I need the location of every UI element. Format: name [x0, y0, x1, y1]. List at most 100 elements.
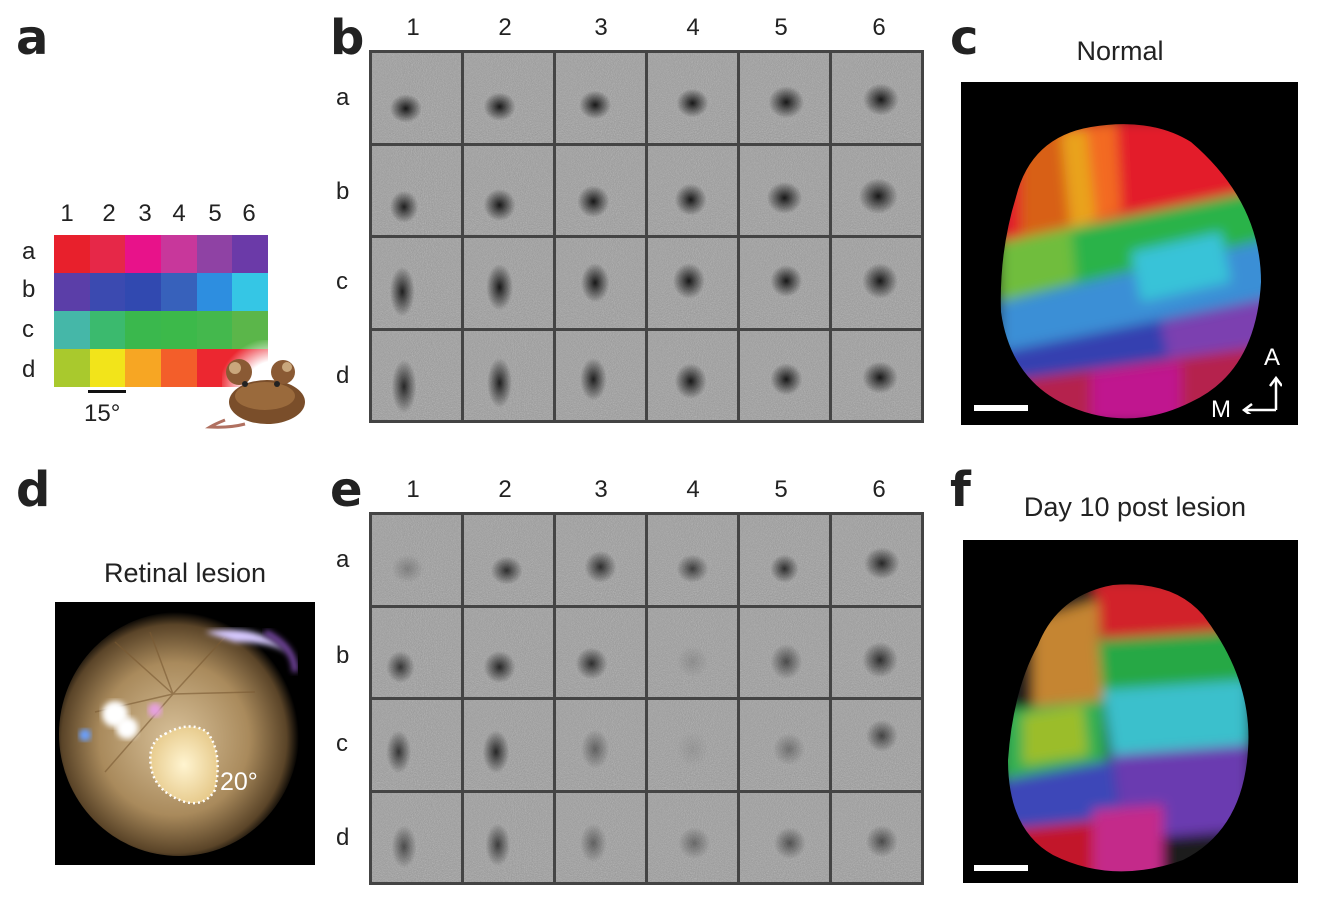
- b-row-label: d: [336, 362, 350, 389]
- a-col-label: 2: [102, 200, 116, 227]
- a-row-label: d: [22, 356, 36, 383]
- scale-bar: [88, 390, 126, 393]
- receptive-field-cell: [832, 238, 921, 328]
- e-row-label: a: [336, 546, 350, 573]
- color-map-cell: [232, 235, 268, 273]
- panel-letter-a: a: [16, 10, 49, 66]
- e-row-label: b: [336, 642, 350, 669]
- e-col-label: 3: [594, 476, 608, 503]
- b-row-label: c: [336, 268, 348, 295]
- e-col-label: 5: [774, 476, 788, 503]
- a-row-label: b: [22, 276, 36, 303]
- a-col-label: 6: [242, 200, 256, 227]
- b-row-label: a: [336, 84, 350, 111]
- receptive-field-cell: [832, 792, 921, 882]
- receptive-field-cell: [464, 330, 553, 420]
- color-map-cell: [232, 273, 268, 311]
- receptive-field-cell: [372, 330, 461, 420]
- b-col-label: 5: [774, 14, 788, 41]
- color-map-cell: [54, 349, 90, 387]
- mouse-icon: [205, 359, 305, 429]
- receptive-field-cell: [464, 700, 553, 790]
- receptive-field-cell: [648, 330, 737, 420]
- lesion-size-label: 20°: [220, 768, 258, 796]
- panel-f-title: Day 10 post lesion: [1023, 492, 1247, 522]
- color-map-cell: [161, 349, 197, 387]
- a-row-label: c: [22, 316, 34, 343]
- color-map-cell: [125, 235, 161, 273]
- color-map-cell: [161, 235, 197, 273]
- receptive-field-cell: [648, 145, 737, 235]
- b-col-label: 2: [498, 14, 512, 41]
- e-col-label: 2: [498, 476, 512, 503]
- receptive-field-cell: [556, 53, 645, 143]
- receptive-field-cell: [832, 515, 921, 605]
- e-col-label: 6: [872, 476, 886, 503]
- e-row-label: d: [336, 824, 350, 851]
- receptive-field-cell: [556, 607, 645, 697]
- scale-bar-label: 15°: [84, 400, 121, 427]
- receptive-field-cell: [832, 607, 921, 697]
- axis-label-medial: M: [1211, 396, 1231, 423]
- receptive-field-cell: [740, 792, 829, 882]
- receptive-field-grid-lesion: [369, 512, 924, 885]
- b-row-label: b: [336, 178, 350, 205]
- receptive-field-grid-normal: [369, 50, 924, 423]
- a-col-label: 3: [138, 200, 152, 227]
- a-col-label: 1: [60, 200, 74, 227]
- color-map-cell: [89, 235, 126, 273]
- panel-letter-f: f: [950, 462, 971, 518]
- receptive-field-cell: [648, 238, 737, 328]
- receptive-field-cell: [648, 53, 737, 143]
- receptive-field-cell: [372, 145, 461, 235]
- receptive-field-cell: [740, 330, 829, 420]
- receptive-field-cell: [740, 700, 829, 790]
- receptive-field-cell: [832, 700, 921, 790]
- receptive-field-cell: [556, 515, 645, 605]
- panel-letter-b: b: [330, 10, 365, 66]
- e-col-label: 1: [406, 476, 420, 503]
- color-map-cell: [125, 349, 161, 387]
- panel-letter-e: e: [330, 462, 363, 518]
- color-map-cell: [89, 273, 126, 311]
- color-map-cell: [89, 311, 126, 349]
- visual-field-color-map: [54, 235, 268, 387]
- orientation-arrow-icon: [1241, 375, 1282, 414]
- receptive-field-cell: [556, 330, 645, 420]
- a-col-label: 4: [172, 200, 186, 227]
- color-map-cell: [161, 311, 197, 349]
- receptive-field-cell: [648, 607, 737, 697]
- color-map-cell: [125, 273, 161, 311]
- receptive-field-cell: [648, 792, 737, 882]
- receptive-field-cell: [372, 515, 461, 605]
- receptive-field-cell: [372, 700, 461, 790]
- receptive-field-cell: [556, 700, 645, 790]
- receptive-field-cell: [464, 238, 553, 328]
- color-map-cell: [54, 311, 90, 349]
- receptive-field-cell: [832, 145, 921, 235]
- fundus-photograph: [55, 602, 315, 865]
- receptive-field-cell: [556, 145, 645, 235]
- receptive-field-cell: [464, 145, 553, 235]
- a-col-label: 5: [208, 200, 222, 227]
- scale-bar: [974, 405, 1028, 411]
- receptive-field-cell: [648, 700, 737, 790]
- receptive-field-cell: [740, 145, 829, 235]
- receptive-field-cell: [556, 238, 645, 328]
- receptive-field-cell: [740, 607, 829, 697]
- b-col-label: 4: [686, 14, 700, 41]
- receptive-field-cell: [556, 792, 645, 882]
- receptive-field-cell: [464, 53, 553, 143]
- b-col-label: 3: [594, 14, 608, 41]
- receptive-field-cell: [740, 515, 829, 605]
- color-map-cell: [161, 273, 197, 311]
- receptive-field-cell: [832, 53, 921, 143]
- a-row-label: a: [22, 238, 36, 265]
- receptive-field-cell: [372, 238, 461, 328]
- receptive-field-cell: [464, 792, 553, 882]
- axis-label-anterior: A: [1264, 344, 1281, 371]
- e-row-label: c: [336, 730, 348, 757]
- receptive-field-cell: [464, 607, 553, 697]
- receptive-field-cell: [740, 238, 829, 328]
- receptive-field-cell: [372, 53, 461, 143]
